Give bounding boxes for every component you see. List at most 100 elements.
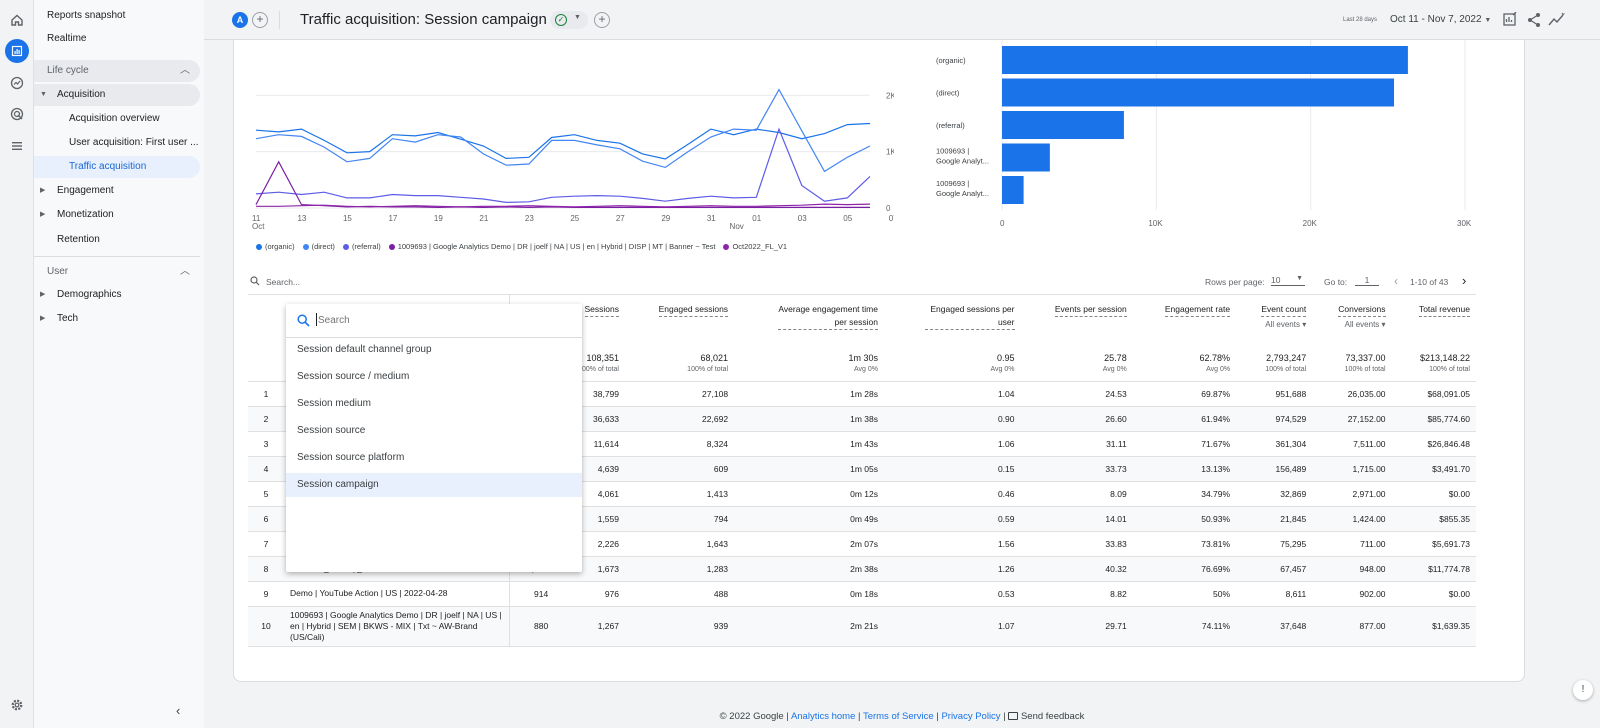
metric-cell: 61.94% (1132, 406, 1237, 432)
metric-header[interactable]: Engagement rate (1133, 295, 1236, 347)
nav-user-acquisition[interactable]: User acquisition: First user ... (69, 137, 199, 148)
nav-traffic-acquisition[interactable]: Traffic acquisition (34, 156, 200, 178)
table-toolbar: Search... Rows per page: 10 ▼ Go to: 1 ‹… (248, 269, 1476, 295)
settings-gear-icon[interactable] (7, 695, 27, 715)
nav-demographics[interactable]: ▶ Demographics (34, 284, 200, 306)
configure-icon[interactable] (7, 136, 27, 156)
dropdown-search-input[interactable] (318, 312, 558, 328)
next-page-icon[interactable]: › (1462, 273, 1467, 288)
chat-feedback-icon[interactable]: ! (1573, 680, 1593, 700)
metric-cell: 50% (1132, 581, 1237, 607)
footer-separator: | (858, 711, 861, 722)
home-icon[interactable] (7, 10, 27, 30)
share-icon[interactable] (1526, 12, 1542, 33)
customize-report-icon[interactable] (1502, 11, 1518, 33)
metric-header[interactable]: Conversions All events ▾ (1312, 295, 1391, 347)
dimension-option[interactable]: Session source platform (297, 452, 405, 463)
reports-icon[interactable] (5, 39, 29, 63)
collapse-nav-chevron-icon[interactable]: ‹ (176, 703, 181, 718)
table-row[interactable]: 9 Demo | YouTube Action | US | 2022-04-28… (248, 581, 1476, 607)
metric-cell: 1,413 (625, 481, 735, 507)
legend-item[interactable]: 1009693 | Google Analytics Demo | DR | j… (388, 242, 715, 251)
total-value: 73,337.00 (1345, 353, 1386, 363)
dimension-option[interactable]: Session source (297, 425, 366, 436)
nav-reports-snapshot[interactable]: Reports snapshot (47, 10, 126, 21)
dimension-option[interactable]: Session medium (297, 398, 371, 409)
rows-per-page-select[interactable]: 10 ▼ (1271, 275, 1305, 286)
x-tick-label: 19 (434, 214, 443, 223)
metric-header[interactable]: Engaged sessions (625, 295, 734, 347)
dimension-option[interactable]: Session campaign (286, 473, 582, 497)
date-range-picker[interactable]: Oct 11 - Nov 7, 2022 ▼ (1390, 14, 1491, 25)
metric-header-label: Total revenue (1418, 303, 1470, 317)
dimension-option[interactable]: Session default channel group (297, 344, 432, 355)
metric-header[interactable]: Total revenue (1392, 295, 1476, 347)
event-filter-select[interactable]: All events ▾ (1344, 320, 1386, 329)
metric-cell: 0.59 (883, 506, 1021, 532)
nav-acquisition-overview[interactable]: Acquisition overview (69, 113, 160, 124)
nav-section-lifecycle[interactable]: Life cycle ︿ (34, 60, 200, 82)
nav-retention[interactable]: Retention (34, 229, 200, 251)
legend-item[interactable]: (direct) (302, 242, 335, 251)
nav-section-user[interactable]: User ︿ (34, 261, 200, 283)
status-chip[interactable]: ✓ ▼ (550, 11, 588, 29)
metric-cell: 877.00 (1312, 606, 1392, 647)
total-subtext: Avg 0% (990, 366, 1015, 373)
caret-down-icon: ▼ (1484, 17, 1492, 24)
nav-engagement[interactable]: ▶ Engagement (34, 180, 200, 202)
metric-cell: 71.67% (1132, 431, 1237, 457)
goto-label: Go to: (1324, 277, 1348, 287)
terms-link[interactable]: Terms of Service (862, 711, 934, 722)
caret-right-icon: ▶ (40, 315, 46, 322)
nav-tech[interactable]: ▶ Tech (34, 308, 200, 330)
add-comparison-plus-icon[interactable]: + (252, 12, 268, 28)
total-value: $213,148.22 (1419, 353, 1470, 363)
table-row[interactable]: 10 1009693 | Google Analytics Demo | DR |… (248, 606, 1476, 647)
x-tick-label: 25 (570, 214, 579, 223)
metric-cell: 24.53 (1020, 381, 1133, 407)
advertising-icon[interactable] (7, 104, 27, 124)
table-search-input[interactable]: Search... (266, 277, 301, 287)
metric-header[interactable]: Sessions (554, 295, 625, 347)
goto-page-input[interactable]: 1 (1355, 275, 1379, 286)
report-card: 2K1K0111315171921232527293101030507OctNo… (233, 40, 1525, 682)
prev-page-icon[interactable]: ‹ (1394, 274, 1398, 288)
search-icon (250, 276, 260, 288)
nav-acquisition[interactable]: ▼ Acquisition (34, 84, 200, 106)
x-tick-label: 21 (479, 214, 488, 223)
add-plus-icon[interactable]: + (594, 12, 610, 28)
caret-down-icon: ▼ (1296, 275, 1303, 282)
nav-monetization[interactable]: ▶ Monetization (34, 204, 200, 226)
metric-cell: 37,648 (1236, 606, 1313, 647)
dimension-cell[interactable]: 1009693 | Google Analytics Demo | DR | j… (284, 606, 510, 647)
dimension-cell[interactable]: Demo | YouTube Action | US | 2022-04-28 (284, 581, 510, 607)
metric-cell: 156,489 (1236, 456, 1313, 482)
metric-cell: 361,304 (1236, 431, 1313, 457)
send-feedback-link[interactable]: Send feedback (1020, 711, 1085, 722)
metric-cell: 2m 38s (734, 556, 884, 582)
metric-header[interactable]: Average engagement time per session (734, 295, 884, 347)
legend-item[interactable]: (referral) (342, 242, 381, 251)
index-header (248, 295, 284, 347)
privacy-link[interactable]: Privacy Policy (941, 711, 1001, 722)
x-tick-label: 13 (297, 214, 306, 223)
series-line-3 (255, 160, 870, 209)
metric-header[interactable]: Event count All events ▾ (1236, 295, 1312, 347)
explore-icon[interactable] (7, 73, 27, 93)
legend-item[interactable]: Oct2022_FL_V1 (723, 242, 787, 251)
event-filter-select[interactable]: All events ▾ (1265, 320, 1307, 329)
total-subtext: Avg 0% (1206, 366, 1231, 373)
legend-item[interactable]: (organic) (256, 242, 295, 251)
x-tick-label: 23 (525, 214, 534, 223)
metric-cell: 0m 12s (734, 481, 884, 507)
comparison-avatar[interactable]: A (232, 12, 248, 28)
analytics-home-link[interactable]: Analytics home (790, 711, 856, 722)
metric-header[interactable]: Engaged sessions per user (884, 295, 1021, 347)
dimension-option[interactable]: Session source / medium (297, 371, 410, 382)
legend-label: (referral) (351, 242, 381, 251)
total-value: 25.78 (1104, 353, 1127, 363)
metric-cell: 1m 28s (734, 381, 884, 407)
insights-icon[interactable] (1548, 12, 1566, 33)
nav-realtime[interactable]: Realtime (47, 33, 87, 44)
metric-header[interactable]: Events per session (1021, 295, 1133, 347)
